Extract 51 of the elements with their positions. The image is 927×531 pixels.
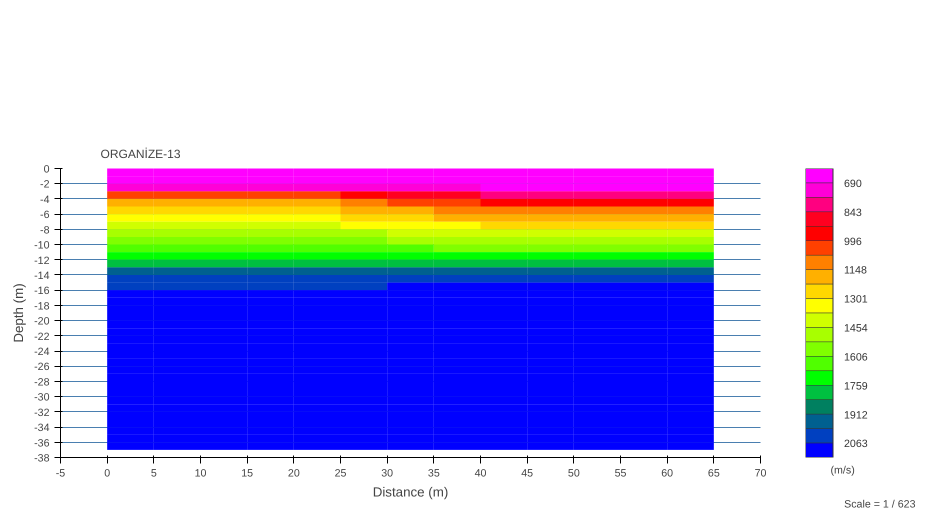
y-tick-label: -2 xyxy=(40,178,50,191)
color-bar-label: 1301 xyxy=(844,294,868,306)
x-tick-label: 40 xyxy=(474,468,486,480)
x-tick-label: 15 xyxy=(241,468,254,480)
x-tick-label: 10 xyxy=(194,468,206,480)
y-tick-label: -10 xyxy=(34,240,50,252)
text: Scale = 1 / 623 xyxy=(844,498,916,510)
y-tick-label: -38 xyxy=(34,452,50,464)
x-tick-label: 45 xyxy=(521,468,534,480)
x-tick-label: 20 xyxy=(288,468,300,480)
x-tick-label: 35 xyxy=(428,468,440,480)
color-bar-label: 690 xyxy=(844,178,862,190)
y-tick-label: -36 xyxy=(34,437,50,450)
y-tick-label: -34 xyxy=(34,422,50,434)
y-axis-title: Depth (m) xyxy=(11,283,26,343)
x-tick-label: 0 xyxy=(104,468,110,480)
x-axis-title: Distance (m) xyxy=(372,484,448,500)
y-tick-label: 0 xyxy=(44,164,50,176)
color-bar-label: 1606 xyxy=(844,351,868,364)
chart-title: ORGANİZE-13 xyxy=(100,147,181,161)
y-tick-label: -4 xyxy=(40,194,50,206)
x-tick-label: 65 xyxy=(708,468,720,480)
y-tick-label: -24 xyxy=(34,346,50,358)
y-tick-label: -14 xyxy=(34,270,50,282)
x-tick-label: 60 xyxy=(661,468,674,480)
y-tick-label: -12 xyxy=(34,254,50,267)
y-tick-label: -30 xyxy=(34,392,50,404)
color-bar-label: 843 xyxy=(844,206,862,219)
color-bar-label: 2063 xyxy=(844,438,868,450)
color-bar-label: 1912 xyxy=(844,409,868,422)
y-tick-label: -28 xyxy=(34,376,50,388)
color-bar-label: 1454 xyxy=(844,322,868,335)
x-tick-label: 70 xyxy=(754,468,766,480)
y-tick-label: -26 xyxy=(34,361,50,374)
y-tick-label: -8 xyxy=(40,224,50,236)
x-tick-label: 50 xyxy=(568,468,580,480)
y-tick-label: -20 xyxy=(34,316,50,328)
y-tick-label: -18 xyxy=(34,300,50,312)
x-tick-label: -5 xyxy=(56,468,66,480)
y-tick-label: -32 xyxy=(34,406,50,419)
y-tick-label: -16 xyxy=(34,285,50,298)
color-bar-title: (m/s) xyxy=(830,464,855,476)
x-tick-label: 30 xyxy=(381,468,394,480)
color-bar-label: 1148 xyxy=(844,264,867,277)
color-bar-label: 996 xyxy=(844,236,862,248)
color-bar-label: 1759 xyxy=(844,380,868,392)
y-tick-label: -22 xyxy=(34,330,50,343)
x-tick-label: 55 xyxy=(614,468,626,480)
y-tick-label: -6 xyxy=(40,209,50,222)
x-tick-label: 5 xyxy=(150,468,157,480)
x-tick-label: 25 xyxy=(334,468,346,480)
